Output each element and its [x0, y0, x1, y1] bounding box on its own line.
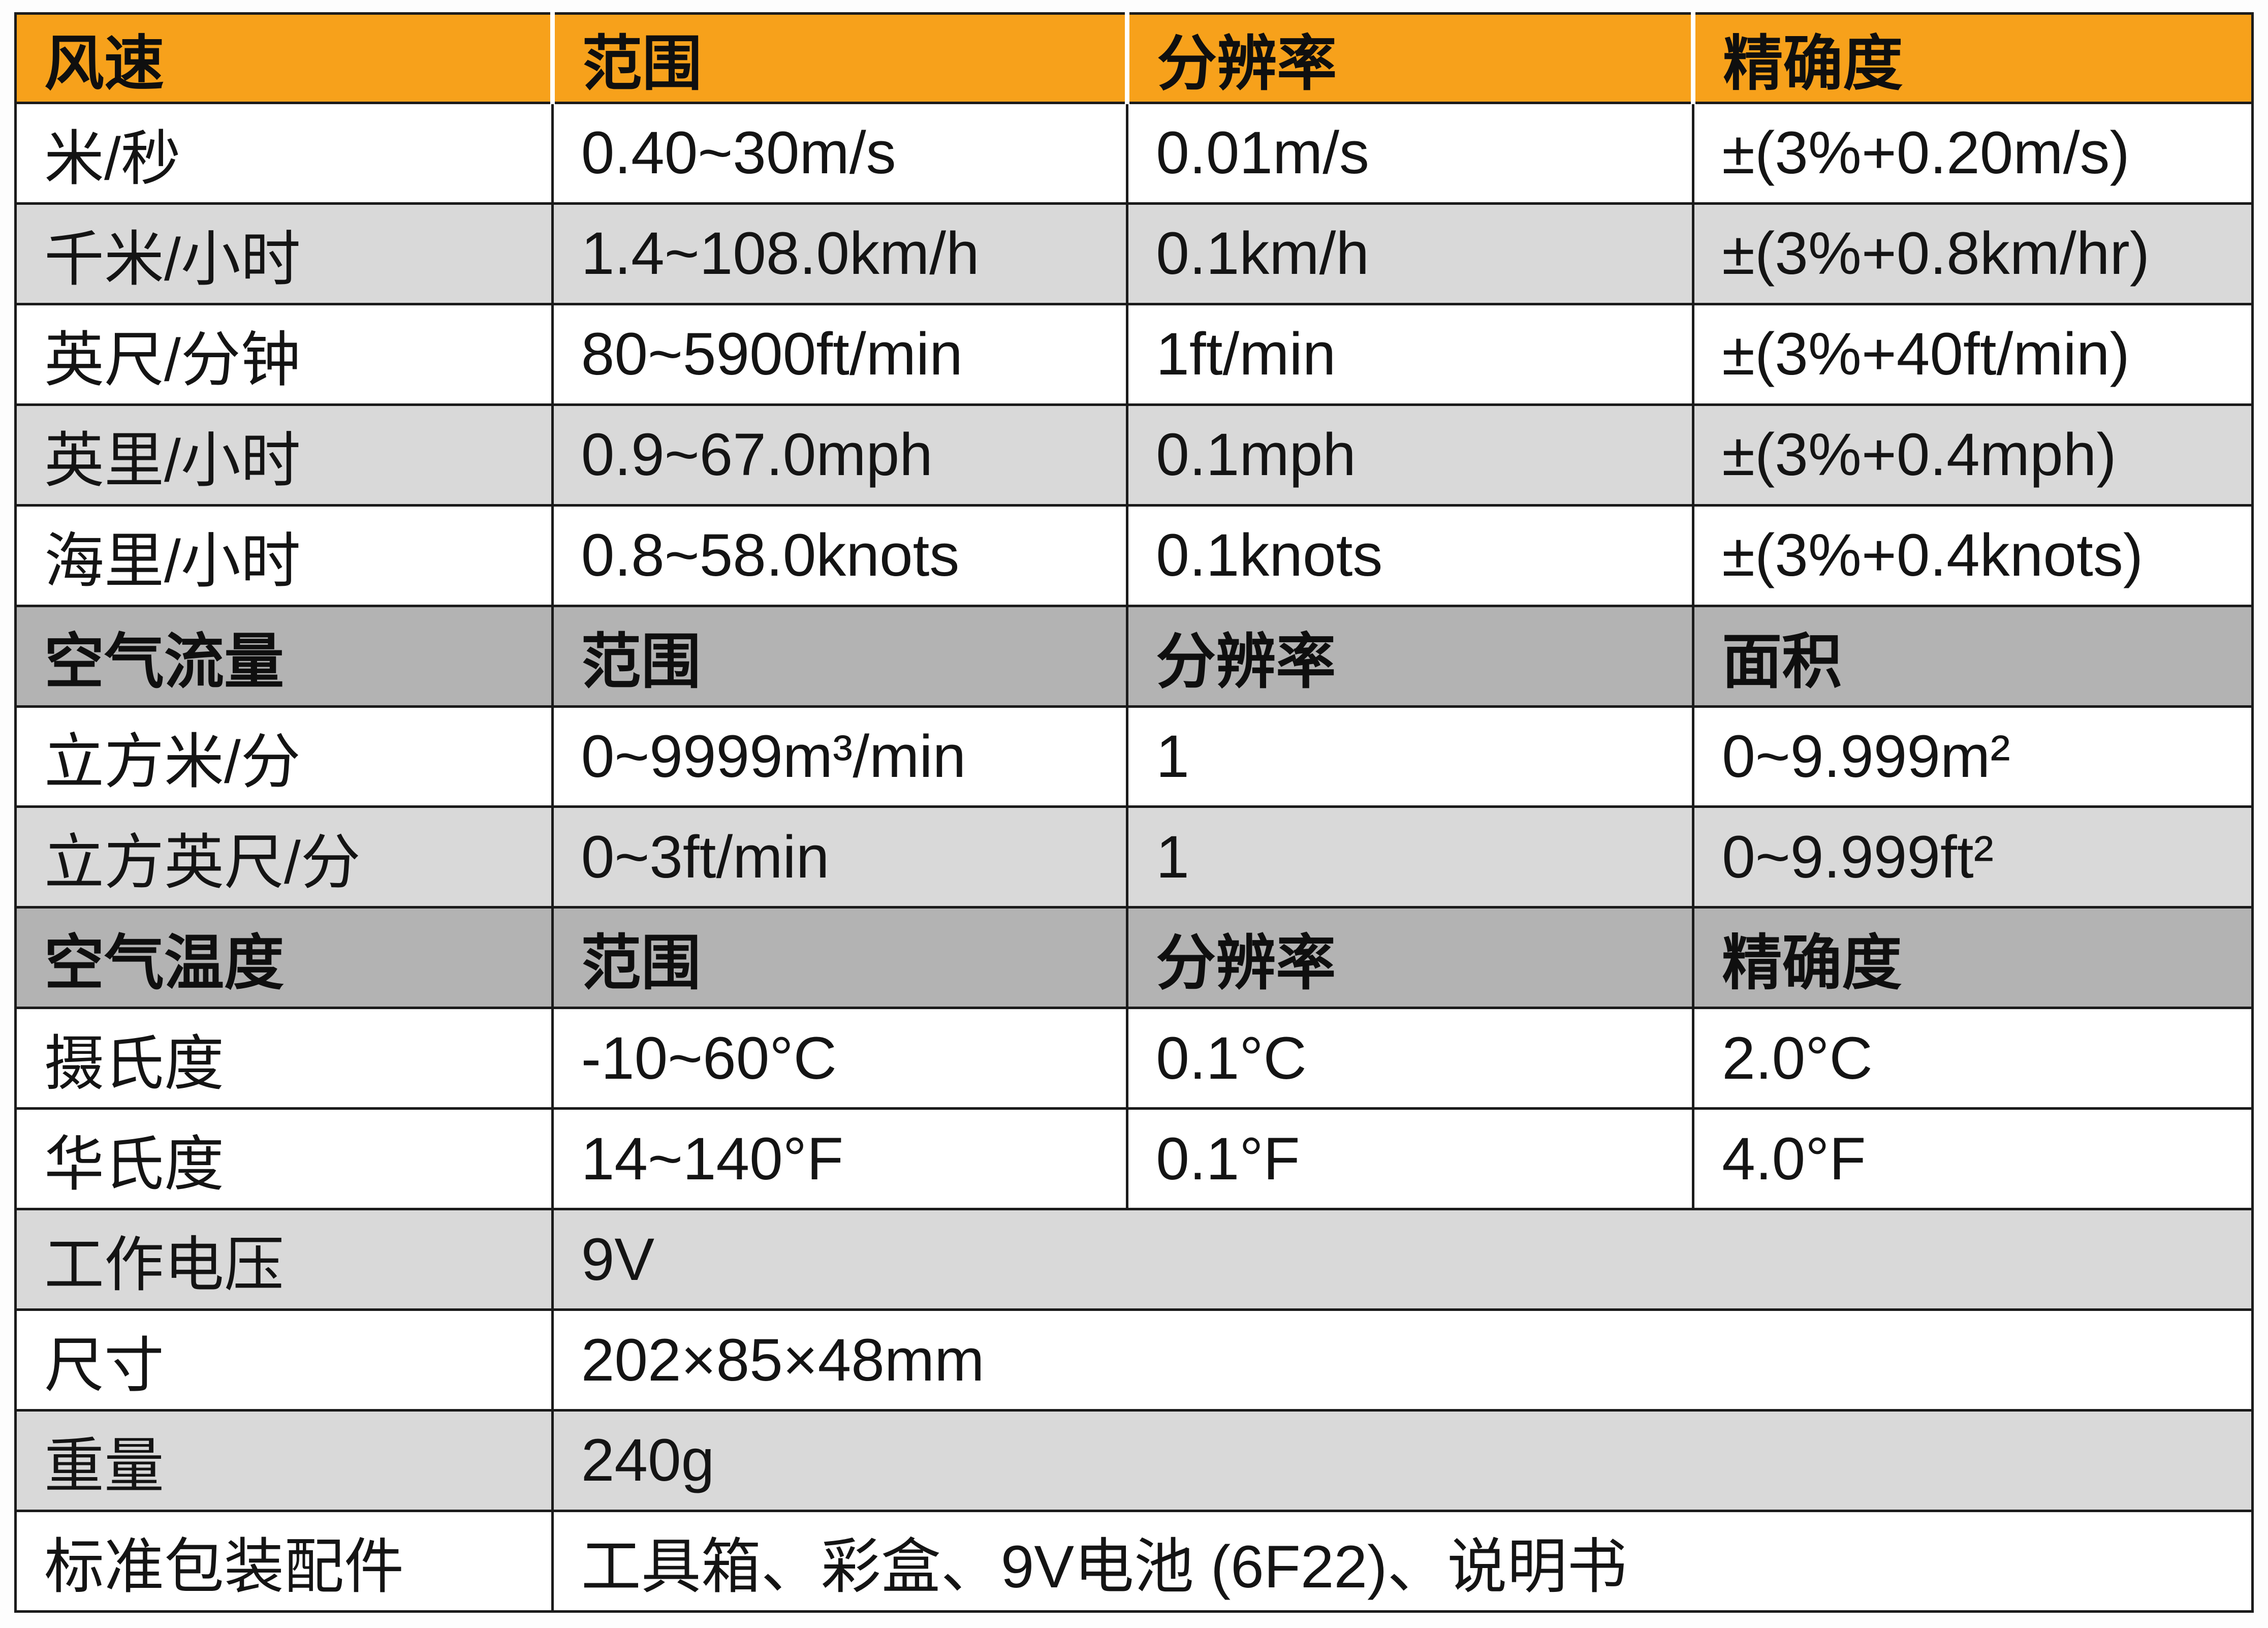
- table-row: 海里/小时 0.8~58.0knots 0.1knots ±(3%+0.4kno…: [14, 504, 2254, 607]
- value-cell: 0.9~67.0mph: [551, 403, 1129, 507]
- row-label-cell: 千米/小时: [14, 202, 554, 305]
- value-cell: 0.01m/s: [1126, 102, 1695, 205]
- value-cell: ±(3%+0.4knots): [1692, 504, 2254, 607]
- section-label-cell: 分辨率: [1126, 604, 1695, 708]
- value-cell: -10~60°C: [551, 1007, 1129, 1110]
- value-cell: 0.8~58.0knots: [551, 504, 1129, 607]
- table-row: 立方英尺/分 0~3ft/min 1 0~9.999ft²: [14, 805, 2254, 909]
- value-cell: 80~5900ft/min: [551, 302, 1129, 406]
- value-cell: ±(3%+40ft/min): [1692, 302, 2254, 406]
- header-cell-accuracy: 精确度: [1691, 12, 2254, 104]
- value-cell: ±(3%+0.20m/s): [1692, 102, 2254, 205]
- section-header-row-airtemp: 空气温度 范围 分辨率 精确度: [14, 906, 2254, 1010]
- table-row: 英尺/分钟 80~5900ft/min 1ft/min ±(3%+40ft/mi…: [14, 302, 2254, 406]
- row-label-cell: 华氏度: [14, 1107, 554, 1211]
- value-cell: 0.40~30m/s: [551, 102, 1129, 205]
- info-row-weight: 重量 240g: [14, 1408, 2254, 1512]
- value-cell: 240g: [551, 1408, 2254, 1512]
- header-cell-wind-speed: 风速: [14, 12, 555, 104]
- table-header-row: 风速 范围 分辨率 精确度: [14, 12, 2254, 104]
- row-label-cell: 英尺/分钟: [14, 302, 554, 406]
- value-cell: 1: [1126, 805, 1695, 909]
- value-cell: 4.0°F: [1692, 1107, 2254, 1211]
- table-row: 立方米/分 0~9999m³/min 1 0~9.999m²: [14, 705, 2254, 808]
- header-cell-resolution: 分辨率: [1125, 12, 1696, 104]
- row-label-cell: 立方英尺/分: [14, 805, 554, 909]
- value-cell: 1ft/min: [1126, 302, 1695, 406]
- value-cell: 9V: [551, 1208, 2254, 1311]
- table-row: 米/秒 0.40~30m/s 0.01m/s ±(3%+0.20m/s): [14, 102, 2254, 205]
- row-label-cell: 海里/小时: [14, 504, 554, 607]
- header-cell-range: 范围: [550, 12, 1130, 104]
- value-cell: 0~9.999m²: [1692, 705, 2254, 808]
- table-row: 华氏度 14~140°F 0.1°F 4.0°F: [14, 1107, 2254, 1211]
- section-label-cell: 分辨率: [1126, 906, 1695, 1010]
- row-label-cell: 英里/小时: [14, 403, 554, 507]
- value-cell: 14~140°F: [551, 1107, 1129, 1211]
- value-cell: 0.1mph: [1126, 403, 1695, 507]
- value-cell: 0~3ft/min: [551, 805, 1129, 909]
- value-cell: 0.1km/h: [1126, 202, 1695, 305]
- value-cell: 1: [1126, 705, 1695, 808]
- value-cell: ±(3%+0.4mph): [1692, 403, 2254, 507]
- row-label-cell: 立方米/分: [14, 705, 554, 808]
- row-label-cell: 工作电压: [14, 1208, 554, 1311]
- section-header-row-airflow: 空气流量 范围 分辨率 面积: [14, 604, 2254, 708]
- table-row: 英里/小时 0.9~67.0mph 0.1mph ±(3%+0.4mph): [14, 403, 2254, 507]
- row-label-cell: 米/秒: [14, 102, 554, 205]
- row-label-cell: 标准包装配件: [14, 1509, 554, 1613]
- value-cell: 2.0°C: [1692, 1007, 2254, 1110]
- info-row-voltage: 工作电压 9V: [14, 1208, 2254, 1311]
- value-cell: 0~9999m³/min: [551, 705, 1129, 808]
- info-row-packaging: 标准包装配件 工具箱、彩盒、9V电池 (6F22)、说明书: [14, 1509, 2254, 1613]
- value-cell: 0.1°C: [1126, 1007, 1695, 1110]
- row-label-cell: 尺寸: [14, 1308, 554, 1412]
- row-label-cell: 摄氏度: [14, 1007, 554, 1110]
- value-cell: 工具箱、彩盒、9V电池 (6F22)、说明书: [551, 1509, 2254, 1613]
- section-label-cell: 面积: [1692, 604, 2254, 708]
- value-cell: 202×85×48mm: [551, 1308, 2254, 1412]
- section-label-cell: 范围: [551, 604, 1129, 708]
- section-label-cell: 精确度: [1692, 906, 2254, 1010]
- value-cell: 1.4~108.0km/h: [551, 202, 1129, 305]
- spec-table: 风速 范围 分辨率 精确度 米/秒 0.40~30m/s 0.01m/s ±(3…: [14, 12, 2254, 1613]
- table-row: 千米/小时 1.4~108.0km/h 0.1km/h ±(3%+0.8km/h…: [14, 202, 2254, 305]
- row-label-cell: 重量: [14, 1408, 554, 1512]
- table-row: 摄氏度 -10~60°C 0.1°C 2.0°C: [14, 1007, 2254, 1110]
- section-label-cell: 空气流量: [14, 604, 554, 708]
- info-row-size: 尺寸 202×85×48mm: [14, 1308, 2254, 1412]
- section-label-cell: 范围: [551, 906, 1129, 1010]
- section-label-cell: 空气温度: [14, 906, 554, 1010]
- value-cell: 0.1°F: [1126, 1107, 1695, 1211]
- value-cell: 0~9.999ft²: [1692, 805, 2254, 909]
- value-cell: ±(3%+0.8km/hr): [1692, 202, 2254, 305]
- value-cell: 0.1knots: [1126, 504, 1695, 607]
